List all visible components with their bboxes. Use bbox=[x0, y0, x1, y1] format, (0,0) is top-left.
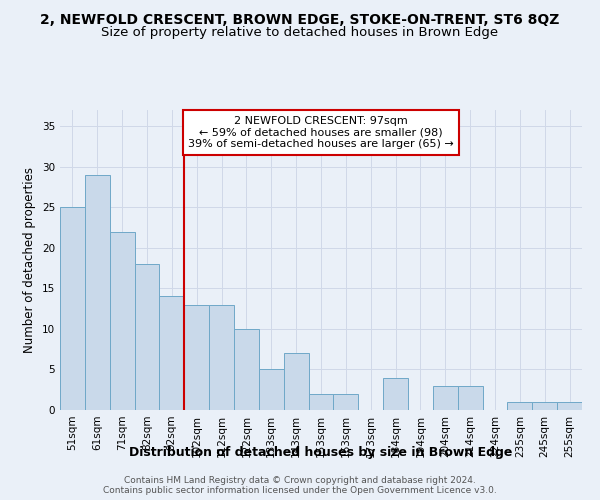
Bar bbox=[532, 402, 557, 410]
Bar bbox=[508, 402, 532, 410]
Bar bbox=[85, 175, 110, 410]
Bar bbox=[259, 370, 284, 410]
Text: 2 NEWFOLD CRESCENT: 97sqm
← 59% of detached houses are smaller (98)
39% of semi-: 2 NEWFOLD CRESCENT: 97sqm ← 59% of detac… bbox=[188, 116, 454, 149]
Bar bbox=[334, 394, 358, 410]
Bar bbox=[160, 296, 184, 410]
Bar bbox=[234, 329, 259, 410]
Bar bbox=[308, 394, 334, 410]
Bar bbox=[557, 402, 582, 410]
Bar bbox=[433, 386, 458, 410]
Bar bbox=[184, 304, 209, 410]
Bar bbox=[383, 378, 408, 410]
Bar bbox=[60, 208, 85, 410]
Bar bbox=[134, 264, 160, 410]
Bar bbox=[458, 386, 482, 410]
Text: 2, NEWFOLD CRESCENT, BROWN EDGE, STOKE-ON-TRENT, ST6 8QZ: 2, NEWFOLD CRESCENT, BROWN EDGE, STOKE-O… bbox=[40, 12, 560, 26]
Y-axis label: Number of detached properties: Number of detached properties bbox=[23, 167, 37, 353]
Text: Distribution of detached houses by size in Brown Edge: Distribution of detached houses by size … bbox=[130, 446, 512, 459]
Bar bbox=[284, 353, 308, 410]
Text: Contains HM Land Registry data © Crown copyright and database right 2024.
Contai: Contains HM Land Registry data © Crown c… bbox=[103, 476, 497, 495]
Bar bbox=[110, 232, 134, 410]
Text: Size of property relative to detached houses in Brown Edge: Size of property relative to detached ho… bbox=[101, 26, 499, 39]
Bar bbox=[209, 304, 234, 410]
